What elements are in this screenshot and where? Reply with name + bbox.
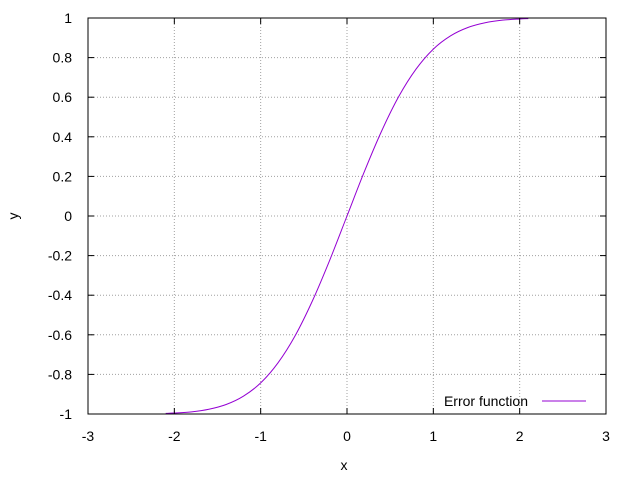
y-tick-label: 1: [64, 10, 72, 26]
y-tick-label: -0.2: [48, 248, 72, 264]
y-axis-label: y: [5, 213, 21, 220]
y-tick-label: -0.8: [48, 366, 72, 382]
y-tick-label: 0.4: [53, 129, 73, 145]
y-tick-label: -0.6: [48, 327, 72, 343]
y-tick-label: -1: [60, 406, 73, 422]
series-group: [165, 18, 529, 414]
x-tick-labels: -3 -2 -1 0 1 2 3: [82, 428, 610, 444]
x-tick-label: 3: [602, 428, 610, 444]
y-tick-labels: -1 -0.8 -0.6 -0.4 -0.2 0 0.2 0.4 0.6 0.8 1: [48, 10, 72, 422]
x-axis-label: x: [341, 457, 348, 473]
y-tick-label: 0.8: [53, 50, 73, 66]
x-tick-label: 0: [343, 428, 351, 444]
y-tick-label: 0.2: [53, 168, 73, 184]
x-tick-label: 1: [429, 428, 437, 444]
legend: Error function: [444, 393, 586, 409]
y-tick-label: -0.4: [48, 287, 72, 303]
legend-entry-label: Error function: [444, 393, 528, 409]
y-tick-label: 0: [64, 208, 72, 224]
series-line-error-function: [165, 18, 529, 414]
ticks: [87, 17, 607, 415]
x-tick-label: -1: [254, 428, 267, 444]
y-tick-label: 0.6: [53, 89, 73, 105]
x-tick-label: -3: [82, 428, 95, 444]
x-tick-label: 2: [516, 428, 524, 444]
x-tick-label: -2: [168, 428, 181, 444]
